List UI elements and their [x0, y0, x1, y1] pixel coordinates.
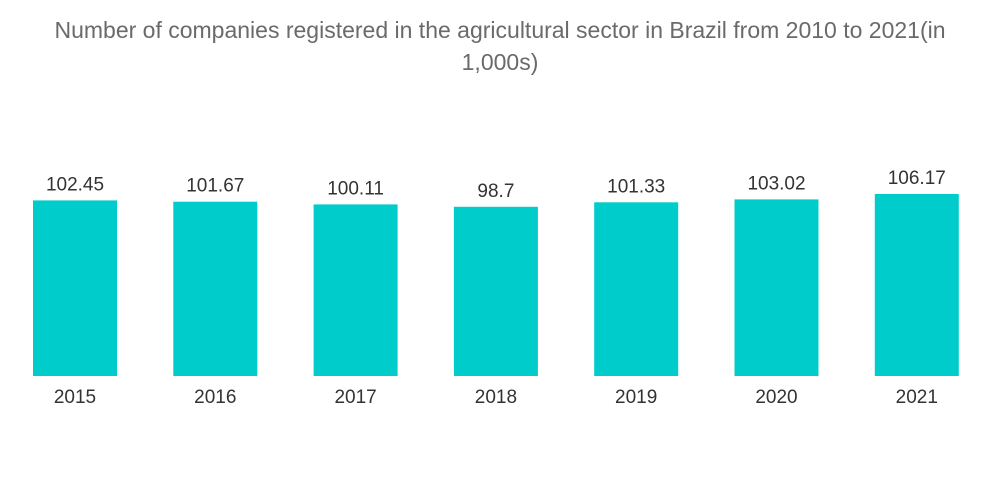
category-label-2020: 2020 [755, 387, 797, 408]
value-label-2017: 100.11 [327, 178, 384, 199]
value-label-2015: 102.45 [46, 174, 104, 195]
category-label-2015: 2015 [54, 387, 96, 408]
category-label-2018: 2018 [475, 387, 517, 408]
bar-2015 [33, 200, 117, 376]
category-labels-group: 2015 2016 2017 2018 2019 2020 2021 [54, 387, 938, 408]
value-label-2020: 103.02 [747, 173, 805, 194]
category-label-2019: 2019 [615, 387, 657, 408]
value-label-2016: 101.67 [186, 176, 244, 197]
bar-2020 [735, 199, 819, 376]
bar-2017 [314, 204, 398, 376]
value-labels-group: 102.45 101.67 100.11 98.7 101.33 103.02 106.17 [46, 168, 946, 202]
bar-chart: 102.45 101.67 100.11 98.7 101.33 103.02 106.17… [0, 0, 1000, 504]
value-label-2018: 98.7 [477, 181, 514, 202]
bar-2018 [454, 207, 538, 376]
category-label-2021: 2021 [896, 387, 938, 408]
value-label-2021: 106.17 [888, 168, 946, 189]
bars-group [33, 194, 959, 376]
bar-2016 [173, 202, 257, 376]
bar-2021 [875, 194, 959, 376]
category-label-2016: 2016 [194, 387, 236, 408]
value-label-2019: 101.33 [607, 176, 665, 197]
bar-2019 [594, 202, 678, 376]
category-label-2017: 2017 [334, 387, 376, 408]
